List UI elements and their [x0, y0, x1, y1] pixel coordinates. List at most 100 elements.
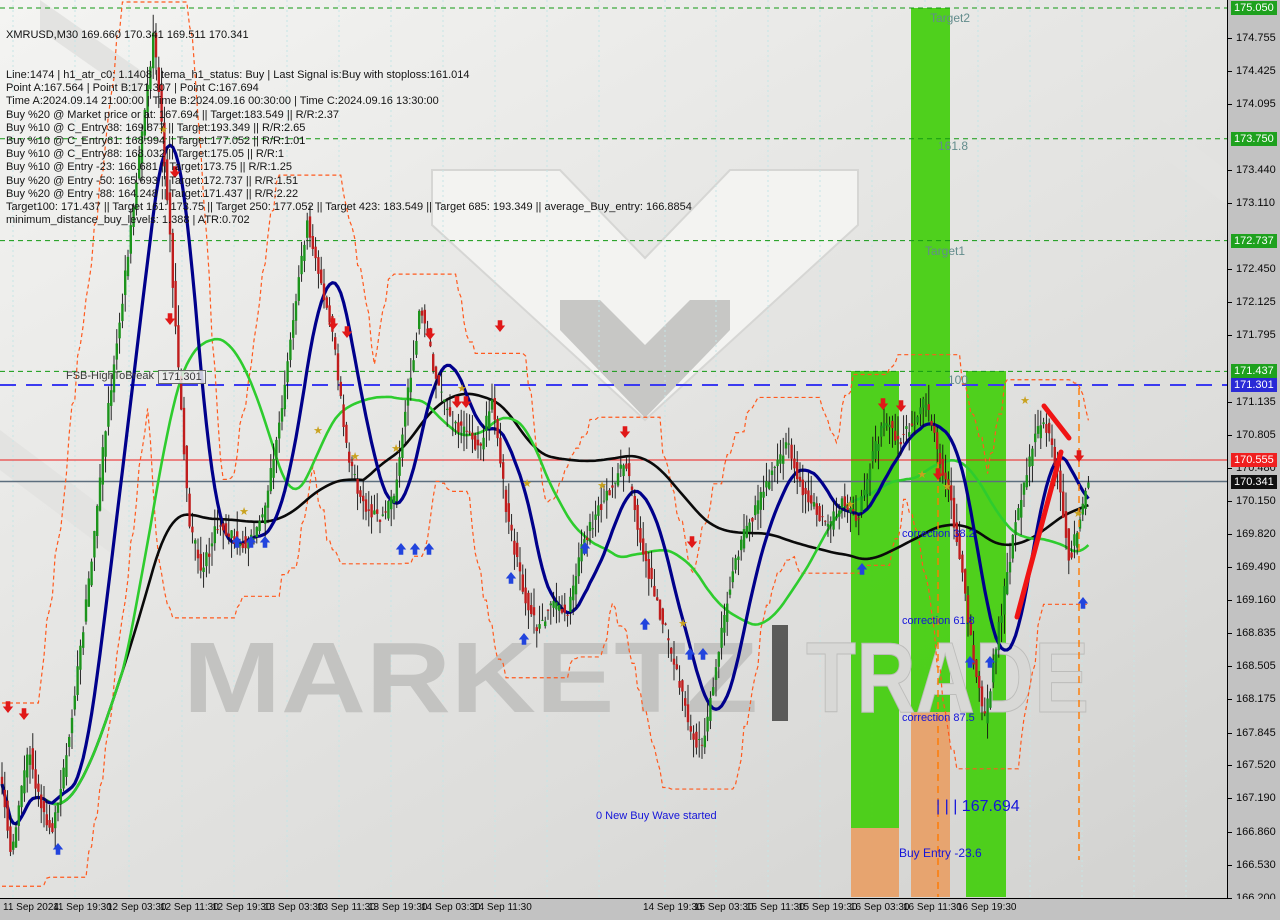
candle-body [440, 391, 443, 393]
price-tick-mark [1228, 203, 1232, 205]
candle-body [941, 458, 944, 476]
time-tick-label: 14 Sep 03:30 [421, 902, 481, 913]
candle-body [406, 387, 410, 406]
candle-body [745, 525, 748, 538]
candle-body [149, 66, 152, 90]
candle-body [202, 567, 205, 573]
candle-body [471, 432, 474, 440]
candle-body [762, 491, 765, 498]
candle-body [756, 500, 760, 514]
candle-body [1042, 422, 1045, 425]
candle-body [154, 32, 158, 58]
sell-arrow-icon [327, 318, 339, 330]
candle-body [874, 441, 877, 460]
candle-body [3, 789, 6, 808]
price-tick-mark [1228, 666, 1232, 668]
info-line: Buy %10 @ C_Entry88: 168.032 || Target:1… [6, 148, 284, 161]
chart-plot-area[interactable]: MARKETZ TRADE ★ ★ ★ ★ ★ ★ ★ ★ ★ ★ ★ ★ ★ ★ XMRUSD,M30 16… [0, 0, 1228, 899]
time-axis[interactable]: 11 Sep 2024 11 Sep 19:30 12 Sep 03:30 12 Se… [0, 899, 1280, 920]
candle-body [703, 735, 706, 748]
candle-body [216, 529, 219, 531]
candle-body [348, 451, 351, 463]
buy-arrow-icon [579, 542, 591, 554]
price-tick-label: 174.095 [1236, 98, 1276, 111]
fib-zone-band [911, 8, 950, 712]
candle-body [944, 472, 947, 480]
price-axis[interactable]: 174.755 174.425 174.095 173.440 173.110 172.4… [1228, 0, 1280, 904]
candle-body [474, 435, 477, 450]
zigzag-segment [1014, 449, 1064, 620]
buy-arrow-icon [964, 656, 976, 668]
fsb-high-label: FSB-HighToBreak [66, 370, 155, 382]
candle-body [101, 447, 104, 485]
candle-body [972, 645, 975, 665]
sell-arrow-icon [341, 326, 353, 338]
sell-arrow-icon [932, 468, 944, 480]
candle-body [642, 538, 645, 555]
signal-star-icon: ★ [1073, 508, 1083, 520]
price-tick-mark [1228, 864, 1232, 866]
candle-body [919, 407, 922, 415]
time-tick-label: 11 Sep 19:30 [53, 902, 112, 913]
candle-body [222, 523, 225, 531]
candle-body [832, 511, 835, 530]
candle-body [678, 680, 681, 688]
candle-body [818, 506, 821, 522]
chart-canvas[interactable]: MARKETZ TRADE ★ ★ ★ ★ ★ ★ ★ ★ ★ ★ ★ ★ ★ ★ [0, 0, 1227, 898]
price-tick-label: 167.190 [1236, 792, 1276, 805]
candle-body [594, 514, 597, 520]
candle-body [614, 482, 617, 484]
candle-body [418, 310, 421, 329]
candle-body [328, 305, 331, 323]
candle-body [720, 627, 723, 648]
candle-body [322, 283, 326, 301]
price-tick-mark [1228, 765, 1232, 767]
time-tick-label: 13 Sep 19:30 [368, 902, 428, 913]
candle-body [787, 443, 790, 445]
candle-body [54, 812, 57, 829]
candle-body [672, 658, 676, 665]
candle-body [1000, 615, 1003, 623]
time-tick-label: 12 Sep 11:30 [160, 902, 219, 913]
price-tick-mark [1228, 831, 1232, 833]
candle-body [782, 455, 785, 464]
info-line: Buy %20 @ Entry -88: 164.248 || Target:1… [6, 187, 299, 200]
candle-body [415, 340, 418, 355]
candle-body [947, 479, 950, 490]
candle-body [966, 595, 970, 623]
candle-body [726, 603, 729, 622]
candle-body [633, 495, 636, 511]
candle-body [356, 479, 359, 494]
price-tick-mark [1228, 169, 1232, 171]
tema-fast-line [0, 143, 1090, 826]
candle-body [432, 354, 435, 372]
candle-body [387, 500, 390, 519]
candle-body [717, 651, 720, 667]
candle-body [1078, 519, 1082, 529]
candle-body [1062, 491, 1065, 518]
candle-body [916, 416, 919, 423]
candle-body [930, 420, 933, 426]
candle-body [829, 521, 832, 524]
candle-body [17, 805, 20, 826]
candle-body [252, 538, 256, 540]
candle-body [230, 530, 233, 538]
price-tick-label: 172.450 [1236, 263, 1276, 276]
candle-body [370, 504, 373, 518]
buy-arrow-icon [505, 572, 517, 584]
correction-38-label: correction 38.2 [902, 528, 975, 540]
candle-body [532, 607, 536, 616]
candle-body [815, 503, 818, 515]
brand-logo-m-inner-icon [560, 300, 730, 418]
price-tick-label: 169.160 [1236, 594, 1276, 607]
price-tick-mark [1228, 798, 1232, 800]
price-tick-mark [1228, 898, 1232, 899]
price-highlight-label: 175.050 [1231, 1, 1277, 15]
candle-body [510, 524, 513, 531]
price-tick-mark [1228, 567, 1232, 569]
candle-body [544, 621, 547, 627]
candle-body [82, 632, 85, 648]
candle-body [188, 493, 191, 527]
sell-arrow-icon [619, 426, 631, 438]
candle-body [535, 627, 538, 632]
